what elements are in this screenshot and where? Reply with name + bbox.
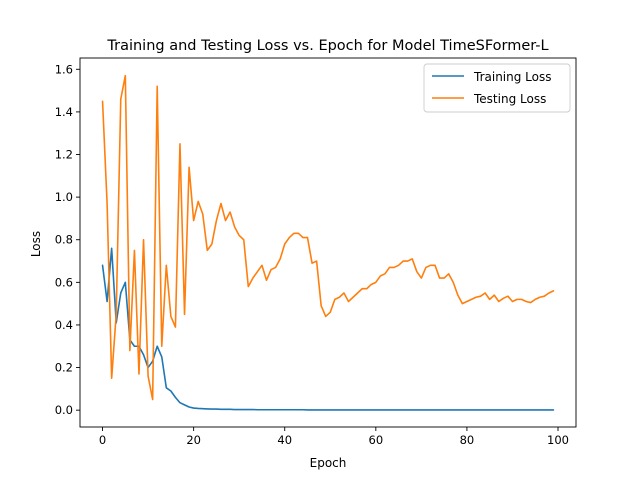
y-tick-label: 0.4 <box>55 318 73 332</box>
y-tick-label: 0.0 <box>55 403 73 417</box>
x-axis-label: Epoch <box>310 456 347 470</box>
y-tick-label: 1.0 <box>55 190 73 204</box>
x-tick-label: 0 <box>99 433 106 447</box>
y-tick-label: 1.2 <box>55 148 73 162</box>
data-lines <box>101 74 555 411</box>
plot-frame <box>79 57 577 428</box>
x-tick-label: 20 <box>186 433 201 447</box>
x-tick-label: 40 <box>277 433 292 447</box>
y-tick-label: 0.8 <box>55 233 73 247</box>
x-tick-label: 60 <box>369 433 384 447</box>
y-tick-label: 1.6 <box>55 62 73 76</box>
testing-loss-line <box>101 74 555 401</box>
y-axis-label: Loss <box>29 231 43 257</box>
y-tick-label: 1.4 <box>55 105 73 119</box>
y-tick-label: 0.2 <box>55 361 73 375</box>
legend: Training Loss Testing Loss <box>423 63 571 113</box>
training-loss-line <box>101 247 555 411</box>
legend-label-training: Training Loss <box>473 70 551 84</box>
y-tick-label: 0.6 <box>55 275 73 289</box>
x-tick-label: 80 <box>460 433 475 447</box>
legend-label-testing: Testing Loss <box>473 92 546 106</box>
axis-ticks: 0 20 40 60 80 100 0.0 0.2 0.4 0.6 0.8 1.0 1.2 1.4 1.6 <box>55 62 569 447</box>
x-tick-label: 100 <box>547 433 569 447</box>
chart-title: Training and Testing Loss vs. Epoch for … <box>106 38 548 54</box>
